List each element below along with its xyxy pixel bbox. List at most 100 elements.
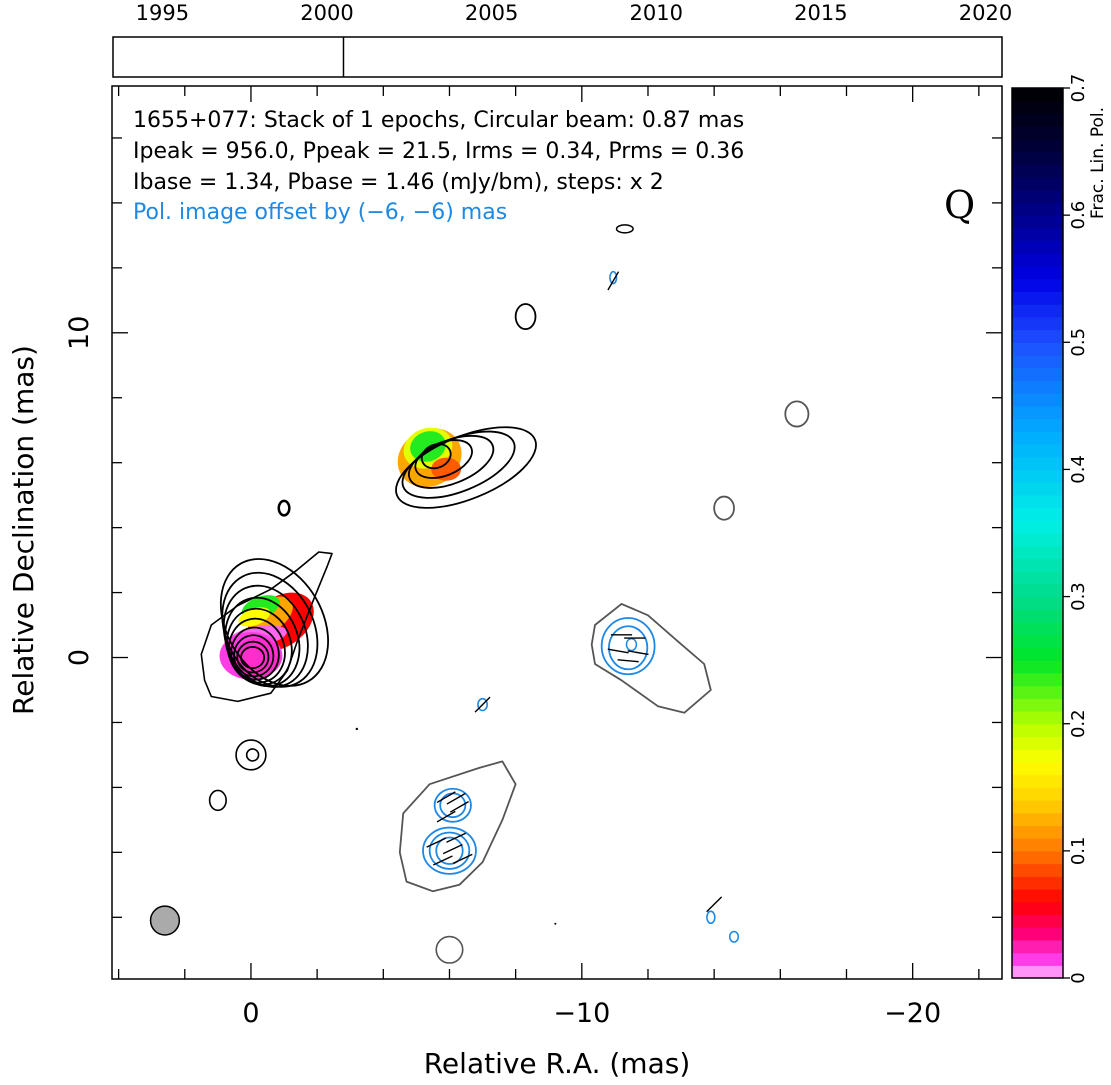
plot-area: 0 −10 −20 0 10: [64, 85, 1003, 1029]
evpa-tick: [607, 648, 629, 654]
colorbar-band: [1012, 189, 1063, 204]
timeline-year-label: 2000: [300, 1, 353, 25]
evpa-tick: [432, 855, 453, 866]
colorbar-band: [1012, 952, 1063, 966]
colorbar-band: [1012, 672, 1063, 687]
timeline-year-label: 2010: [630, 1, 683, 25]
stokes-i-contour: [222, 584, 309, 688]
colorbar-band: [1012, 393, 1063, 407]
colorbar-band: [1012, 444, 1063, 458]
colorbar-band: [1012, 558, 1063, 572]
colorbar-band: [1012, 304, 1063, 318]
x-axis-label: Relative R.A. (mas): [424, 1047, 691, 1080]
colorbar-tick-label: 0.3: [1068, 582, 1089, 611]
colorbar-band: [1012, 825, 1063, 839]
timeline-frame: [112, 36, 1003, 78]
y-tick-label: 0: [64, 649, 95, 666]
colorbar-band: [1012, 113, 1063, 127]
colorbar-band: [1012, 126, 1063, 140]
colorbar-band: [1012, 850, 1063, 865]
colorbar-band: [1012, 482, 1063, 496]
polarized-contour: [600, 617, 656, 676]
colorbar-band: [1012, 647, 1063, 661]
colorbar-band: [1012, 266, 1063, 280]
polarized-contour: [428, 831, 471, 870]
colorbar-band: [1012, 736, 1063, 750]
colorbar: 0 0.1 0.2 0.3 0.4 0.5 0.6 0.7 Frac. Lin. Pol.: [1011, 74, 1108, 984]
colorbar-band: [1012, 355, 1063, 369]
evpa-tick: [442, 844, 463, 855]
colorbar-band: [1012, 316, 1063, 331]
evpa-tick: [436, 791, 456, 804]
colorbar-tick-label: 0: [1068, 972, 1089, 983]
colorbar-band: [1012, 342, 1063, 356]
colorbar-band: [1012, 405, 1063, 420]
colorbar-band: [1012, 609, 1063, 623]
stokes-i-contour: [435, 935, 464, 964]
stokes-i-contour: [219, 558, 329, 687]
evpa-tick: [617, 659, 639, 663]
x-tick-label: −10: [553, 998, 610, 1029]
polarized-contour: [422, 826, 477, 875]
stokes-i-contour: [784, 400, 810, 428]
y-tick-label: 10: [64, 316, 95, 350]
colorbar-band: [1012, 685, 1063, 699]
colorbar-band: [1012, 914, 1063, 928]
colorbar-band: [1012, 939, 1063, 954]
pol-patch: [431, 457, 462, 481]
colorbar-tick-label: 0.2: [1068, 709, 1089, 738]
polarized-contour: [608, 625, 649, 671]
colorbar-band: [1012, 100, 1063, 115]
colorbar-band: [1012, 761, 1063, 776]
colorbar-band: [1012, 749, 1063, 763]
colorbar-band: [1012, 253, 1063, 267]
stokes-i-contour: [200, 551, 333, 703]
timeline-year-label: 1995: [136, 1, 189, 25]
colorbar-band: [1012, 367, 1063, 382]
evpa-tick: [706, 896, 723, 913]
stokes-i-contour: [235, 739, 267, 771]
colorbar-band: [1012, 596, 1063, 610]
colorbar-band: [1012, 431, 1063, 445]
title-block: 1655+077: Stack of 1 epochs, Circular be…: [133, 108, 975, 227]
stokes-i-contour: [713, 495, 735, 521]
polarized-contour: [477, 697, 488, 712]
polarized-contour: [728, 930, 740, 943]
colorbar-band: [1012, 622, 1063, 636]
colorbar-band: [1012, 456, 1063, 471]
colorbar-tick-label: 0.7: [1068, 74, 1089, 103]
colorbar-band: [1012, 291, 1063, 305]
colorbar-band: [1012, 177, 1063, 191]
colorbar-band: [1012, 278, 1063, 293]
y-axis-label: Relative Declination (mas): [7, 345, 40, 715]
colorbar-band: [1012, 202, 1063, 216]
colorbar-band: [1012, 927, 1063, 941]
colorbar-band: [1012, 838, 1063, 852]
colorbar-band: [1012, 138, 1063, 153]
colorbar-band: [1012, 787, 1063, 801]
colorbar-band: [1012, 812, 1063, 827]
title-line-2: Ipeak = 956.0, Ppeak = 21.5, Irms = 0.34…: [133, 139, 744, 164]
colorbar-band: [1012, 469, 1063, 483]
colorbar-band: [1012, 215, 1063, 229]
colorbar-band: [1012, 634, 1063, 649]
offset-stokes-i-contour: [398, 760, 517, 893]
plot-frame: [111, 85, 1003, 980]
polarized-contour: [433, 787, 472, 823]
colorbar-band: [1012, 533, 1063, 547]
colorbar-band: [1012, 800, 1063, 814]
title-line-1: 1655+077: Stack of 1 epochs, Circular be…: [133, 108, 744, 133]
timeline-year-label: 2015: [794, 1, 847, 25]
colorbar-band: [1012, 711, 1063, 725]
colorbar-tick-label: 0.4: [1068, 455, 1089, 484]
noise-dot: [554, 922, 557, 925]
colorbar-band: [1012, 240, 1063, 254]
title-line-3: Ibase = 1.34, Pbase = 1.46 (mJy/bm), ste…: [133, 170, 664, 195]
colorbar-band: [1012, 723, 1063, 738]
evpa-tick: [452, 853, 473, 864]
pol-patch: [238, 607, 271, 627]
colorbar-band: [1012, 520, 1063, 534]
colorbar-band: [1012, 418, 1063, 432]
colorbar-band: [1012, 88, 1063, 102]
